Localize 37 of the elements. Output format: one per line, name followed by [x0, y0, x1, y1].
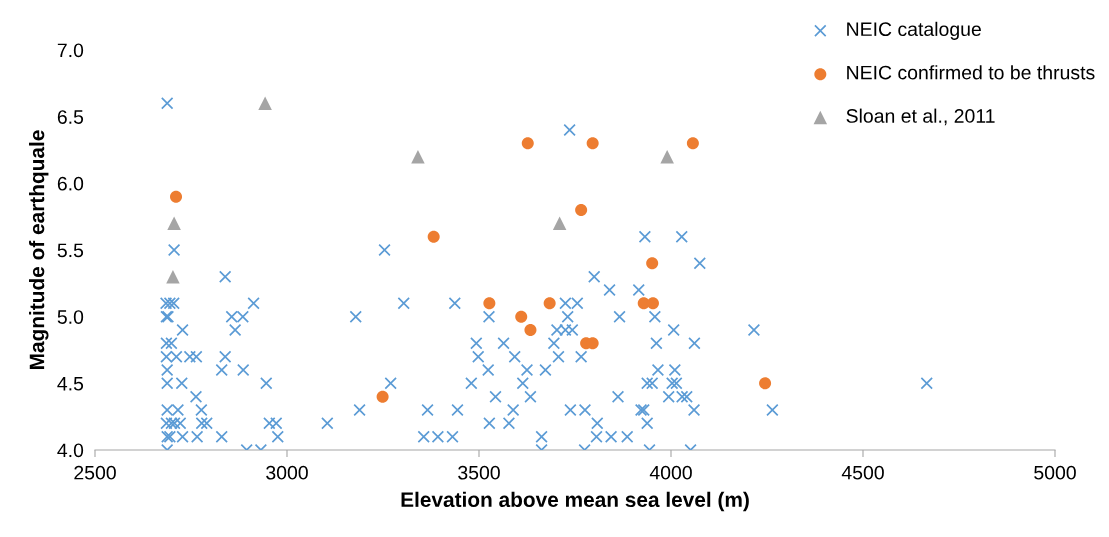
y-tick-label: 6.0: [57, 176, 84, 191]
point: [586, 137, 599, 150]
y-tick-label: 7.0: [57, 43, 84, 58]
point: [646, 257, 659, 270]
point: [759, 377, 772, 390]
x-tick-label: 2500: [74, 465, 116, 480]
x-tick-label: 5000: [1034, 465, 1076, 480]
x-tick-label: 4500: [841, 465, 884, 480]
point: [524, 323, 537, 337]
legend-label: NEIC catalogue: [847, 21, 981, 40]
x-tick-label: 3500: [458, 465, 500, 480]
point: [167, 216, 181, 231]
y-tick-label: 5.5: [57, 243, 84, 258]
point: [170, 190, 183, 203]
point: [660, 149, 674, 164]
point: [427, 230, 440, 243]
legend-label: NEIC confirmed to be thrusts: [847, 65, 1095, 80]
point: [686, 137, 699, 150]
y-tick-label: 5.0: [57, 310, 84, 324]
y-tick-label: 6.5: [57, 110, 84, 124]
point: [521, 137, 534, 150]
point: [376, 390, 389, 403]
legend-label: Sloan et al., 2011: [846, 108, 995, 126]
x-tick-label: 3000: [266, 465, 308, 480]
y-tick-label: 4.5: [57, 377, 84, 391]
point: [543, 297, 556, 310]
point: [575, 203, 588, 217]
point: [258, 96, 272, 111]
x-tick-label: 4000: [649, 465, 692, 480]
x-axis-title: Elevation above mean sea level (m): [401, 491, 749, 512]
point: [483, 297, 496, 310]
point: [552, 216, 567, 231]
y-tick-label: 4.0: [57, 443, 84, 458]
point: [411, 149, 425, 164]
y-axis-title: Magnitude of earthquale: [29, 130, 49, 369]
point: [166, 269, 180, 284]
point: [515, 310, 528, 323]
